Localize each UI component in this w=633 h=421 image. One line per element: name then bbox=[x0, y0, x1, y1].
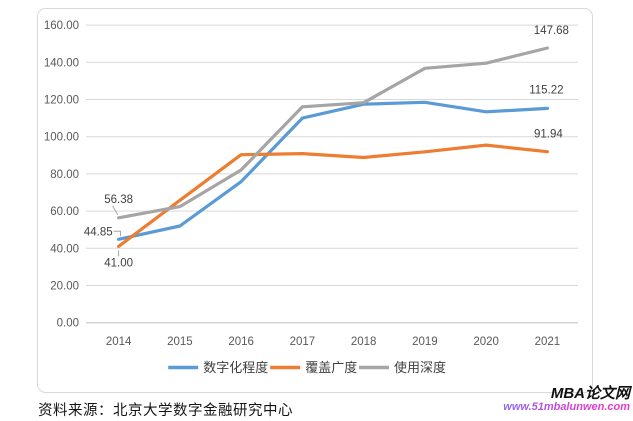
x-tick-label: 2017 bbox=[290, 336, 316, 348]
legend-label: 覆盖广度 bbox=[305, 360, 357, 375]
line-chart: 0.00 20.00 40.00 60.00 80.00 100.00 120.00 140.… bbox=[37, 8, 593, 393]
x-tick-label: 2015 bbox=[167, 336, 193, 348]
watermark-url-link[interactable]: www.51mbalunwen.com bbox=[503, 400, 630, 413]
watermark-brand: MBA论文网 bbox=[550, 385, 630, 402]
data-label: 41.00 bbox=[104, 257, 133, 269]
legend-item-0: 数字化程度 bbox=[168, 360, 268, 375]
source-note: 资料来源：北京大学数字金融研究中心 bbox=[38, 403, 293, 419]
y-tick-label: 80.00 bbox=[50, 169, 79, 181]
legend-label: 使用深度 bbox=[394, 360, 446, 375]
series-line-0 bbox=[116, 100, 550, 241]
x-tick-label: 2019 bbox=[412, 336, 438, 348]
y-tick-label: 140.00 bbox=[44, 57, 79, 69]
y-tick-label: 20.00 bbox=[50, 281, 79, 293]
data-label: 147.68 bbox=[534, 25, 569, 37]
y-tick-label: 100.00 bbox=[44, 132, 79, 144]
y-tick-label: 60.00 bbox=[50, 206, 79, 218]
x-tick-label: 2016 bbox=[228, 336, 254, 348]
x-tick-label: 2018 bbox=[351, 336, 377, 348]
data-label: 56.38 bbox=[104, 194, 133, 206]
y-tick-label: 120.00 bbox=[44, 95, 79, 107]
series-line-1 bbox=[116, 143, 550, 248]
data-label: 115.22 bbox=[529, 84, 563, 96]
series-line-2 bbox=[116, 46, 550, 220]
x-tick-label: 2014 bbox=[106, 336, 132, 348]
data-label: 91.94 bbox=[534, 129, 563, 141]
legend-item-2: 使用深度 bbox=[359, 360, 446, 375]
label-leader-line bbox=[113, 230, 122, 237]
x-tick-label: 2021 bbox=[535, 336, 561, 348]
y-tick-label: 0.00 bbox=[57, 318, 79, 330]
data-label: 44.85 bbox=[84, 226, 113, 238]
chart-frame bbox=[37, 8, 593, 393]
legend-item-1: 覆盖广度 bbox=[270, 360, 357, 375]
y-tick-label: 40.00 bbox=[50, 243, 79, 255]
y-tick-label: 160.00 bbox=[44, 20, 79, 32]
x-tick-label: 2020 bbox=[473, 336, 499, 348]
watermark: MBA论文网 www.51mbalunwen.com bbox=[503, 386, 630, 413]
legend-label: 数字化程度 bbox=[203, 360, 268, 375]
label-leader-line bbox=[112, 205, 119, 216]
